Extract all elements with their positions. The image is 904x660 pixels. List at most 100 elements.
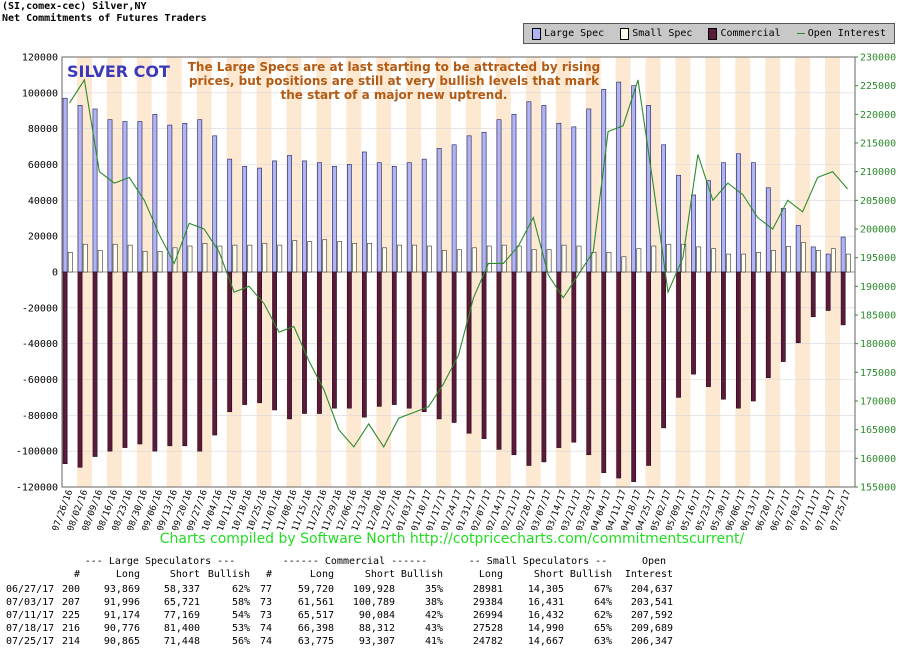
table-row-date: 07/03/17 <box>6 597 55 608</box>
table-cell: 65,517 <box>297 610 334 621</box>
legend-swatch <box>620 27 630 40</box>
commercial-bar <box>197 271 203 452</box>
table-cell: 14,990 <box>527 623 564 634</box>
table-cell: 14,305 <box>527 584 564 595</box>
y-tick-label: -100000 <box>16 447 58 458</box>
y2-tick-label: 165000 <box>860 425 896 436</box>
table-cell: 88,312 <box>358 623 395 634</box>
small-spec-bar <box>651 245 657 273</box>
table-cell: 16,432 <box>527 610 564 621</box>
y2-tick-label: 230000 <box>860 53 896 64</box>
large-spec-bar <box>62 97 68 273</box>
table-cell: 14,667 <box>527 636 564 647</box>
y-tick-label: 40000 <box>28 196 58 207</box>
y2-tick-label: 225000 <box>860 81 896 92</box>
commercial-bar <box>765 271 771 379</box>
commercial-bar <box>391 271 397 405</box>
small-spec-bar <box>681 243 687 273</box>
table-cell: 42% <box>424 610 443 621</box>
legend-swatch <box>708 27 718 40</box>
table-cell: 38% <box>424 597 443 608</box>
table-cell: 26994 <box>472 610 503 621</box>
table-group-header: -- Small Speculators -- <box>468 556 608 567</box>
large-spec-bar <box>750 162 756 273</box>
commercial-bar <box>212 271 218 436</box>
small-spec-bar <box>845 253 851 273</box>
commercial-bar <box>272 271 277 411</box>
large-spec-bar <box>242 165 248 273</box>
commercial-bar <box>287 271 292 420</box>
table-cell: 41% <box>424 636 443 647</box>
table-cell: 77 <box>259 584 272 595</box>
table-cell: 74 <box>259 623 272 634</box>
table-column-header: Long <box>115 569 140 580</box>
large-spec-bar <box>332 165 337 273</box>
y-tick-label: 100000 <box>22 88 58 99</box>
small-spec-bar <box>786 246 791 273</box>
small-spec-bar <box>142 251 148 273</box>
commercial-bar <box>676 271 681 398</box>
y2-tick-label: 155000 <box>860 483 896 494</box>
commercial-bar <box>706 271 711 387</box>
large-spec-bar <box>152 114 158 273</box>
large-spec-bar <box>586 108 592 273</box>
y-tick-label: -20000 <box>22 303 58 314</box>
plot-frame <box>61 56 856 488</box>
credit-line[interactable]: Charts compiled by Software North http:/… <box>159 531 745 547</box>
table-group-header: --- Large Speculators --- <box>84 556 236 567</box>
small-spec-bar <box>471 247 477 273</box>
y-tick-label: -120000 <box>16 483 58 494</box>
table-column-header: Short <box>533 569 564 580</box>
table-cell: 209,689 <box>630 623 673 634</box>
y2-tick-label: 170000 <box>860 397 896 408</box>
commercial-bar <box>810 271 816 318</box>
large-spec-bar <box>481 131 487 273</box>
y2-tick-label: 180000 <box>860 339 896 350</box>
commercial-bar <box>631 271 637 482</box>
large-spec-bar <box>616 81 622 273</box>
table-cell: 207 <box>61 597 80 608</box>
small-spec-bar <box>726 253 732 273</box>
small-spec-bar <box>816 250 821 273</box>
small-spec-bar <box>456 249 462 273</box>
small-spec-bar <box>412 244 417 273</box>
large-spec-bar <box>451 144 457 273</box>
table-column-header: Long <box>478 569 503 580</box>
y-tick-label: 0 <box>52 268 58 279</box>
small-spec-bar <box>711 248 717 273</box>
y-tick-label: 120000 <box>22 53 58 64</box>
commercial-bar <box>137 271 143 445</box>
y-tick-label: 60000 <box>28 160 58 171</box>
commercial-bar <box>601 271 607 473</box>
commercial-bar <box>556 271 562 448</box>
table-cell: 43% <box>424 623 443 634</box>
small-spec-bar <box>576 245 582 273</box>
commercial-bar <box>361 271 367 418</box>
small-spec-bar <box>636 248 642 273</box>
small-spec-bar <box>696 246 702 273</box>
commercial-bar <box>511 271 517 456</box>
table-column-header: Long <box>309 569 334 580</box>
y2-tick-label: 195000 <box>860 253 896 264</box>
table-cell: 90,865 <box>103 636 140 647</box>
table-row-date: 07/11/17 <box>6 610 55 621</box>
open-interest-line <box>69 78 848 448</box>
commercial-bar <box>825 271 831 311</box>
table-group-header: Open <box>641 556 667 567</box>
small-spec-bar <box>67 251 73 273</box>
small-spec-bar <box>801 242 806 273</box>
large-spec-bar <box>227 158 233 273</box>
commercial-bar <box>107 271 113 452</box>
table-column-header: Bullish <box>569 569 612 580</box>
table-cell: 207,592 <box>630 610 673 621</box>
table-cell: 65% <box>593 623 612 634</box>
table-cell: 91,996 <box>103 597 140 608</box>
annotation-note-line: The Large Specs are at last starting to … <box>188 60 601 74</box>
table-cell: 35% <box>424 584 443 595</box>
small-spec-bar <box>561 244 567 273</box>
large-spec-bar <box>122 121 128 273</box>
commercial-bar <box>167 271 173 447</box>
large-spec-bar <box>361 151 367 273</box>
y2-tick-label: 185000 <box>860 311 896 322</box>
commercial-bar <box>586 271 592 456</box>
